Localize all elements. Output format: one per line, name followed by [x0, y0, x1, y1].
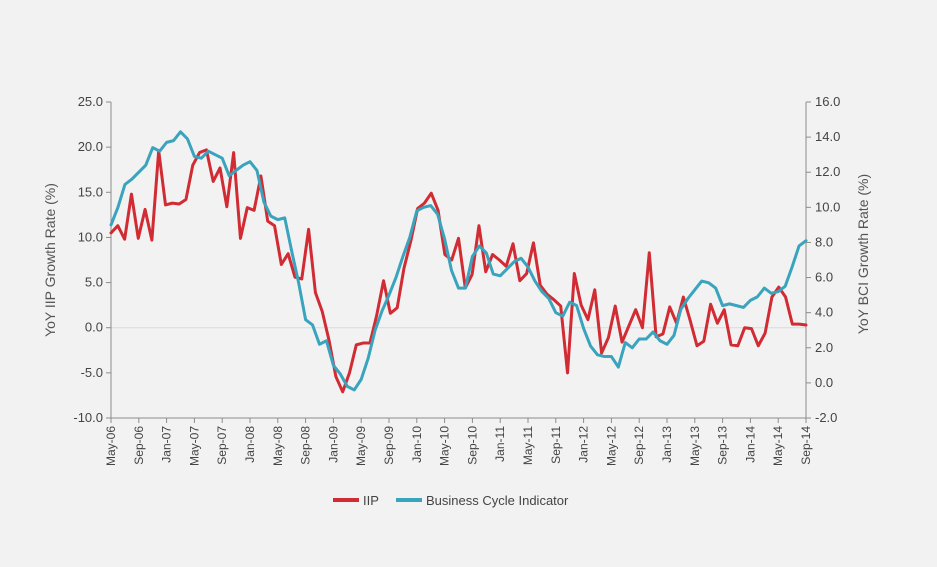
left-tick-label: 20.0 [78, 139, 103, 154]
legend-item-iip: IIP [333, 493, 379, 508]
x-tick-label: May-09 [354, 426, 368, 466]
right-tick-label: 12.0 [815, 164, 840, 179]
right-tick-label: -2.0 [815, 410, 837, 425]
right-tick-label: 4.0 [815, 305, 833, 320]
series-layer [109, 130, 808, 394]
left-tick-label: 10.0 [78, 229, 103, 244]
x-tick-label: Sep-10 [465, 426, 479, 465]
x-tick-label: May-13 [688, 426, 702, 466]
right-tick-label: 14.0 [815, 129, 840, 144]
legend: IIP Business Cycle Indicator [333, 493, 569, 508]
x-tick-label: May-10 [438, 426, 452, 466]
x-tick-label: Sep-06 [132, 426, 146, 465]
left-tick-label: -10.0 [73, 410, 103, 425]
legend-label: Business Cycle Indicator [426, 493, 569, 508]
axes-layer [110, 102, 807, 419]
right-tick-label: 2.0 [815, 340, 833, 355]
x-tick-label: Sep-13 [716, 426, 730, 465]
x-tick-label: Jan-07 [160, 426, 174, 463]
left-tick-label: 15.0 [78, 184, 103, 199]
x-tick-label: Jan-14 [743, 426, 757, 463]
x-tick-label: Jan-11 [493, 426, 507, 462]
x-tick-label: May-07 [187, 426, 201, 466]
right-tick-label: 0.0 [815, 375, 833, 390]
right-tick-label: 8.0 [815, 234, 833, 249]
legend-label: IIP [363, 493, 379, 508]
left-tick-label: 25.0 [78, 94, 103, 109]
x-tick-label: Jan-12 [577, 426, 591, 463]
left-axis-title: YoY IIP Growth Rate (%) [42, 183, 58, 337]
x-tick-label: Sep-12 [632, 426, 646, 465]
x-tick-label: Jan-10 [410, 426, 424, 463]
ticks-layer: -10.0 -5.0 0.0 5.0 10.0 15.0 20.0 25.0 -2.0 0.0 2.… [73, 94, 840, 466]
x-tick-label: Sep-14 [799, 426, 813, 465]
x-tick-label: Sep-11 [549, 426, 563, 464]
right-tick-label: 6.0 [815, 270, 833, 285]
right-axis-title: YoY BCI Growth Rate (%) [855, 174, 871, 334]
x-tick-label: Sep-08 [299, 426, 313, 465]
x-tick-label: May-14 [771, 426, 785, 466]
series-line-iip [109, 148, 808, 394]
x-tick-label: May-06 [104, 426, 118, 466]
x-tick-label: May-11 [521, 426, 535, 465]
x-tick-label: Jan-08 [243, 426, 257, 463]
series-line-bci [109, 130, 808, 392]
x-tick-label: May-08 [271, 426, 285, 466]
x-tick-label: Sep-09 [382, 426, 396, 465]
left-tick-label: -5.0 [81, 365, 103, 380]
x-tick-label: Jan-13 [660, 426, 674, 463]
right-tick-label: 16.0 [815, 94, 840, 109]
legend-item-bci: Business Cycle Indicator [396, 493, 569, 508]
left-tick-label: 0.0 [85, 320, 103, 335]
x-tick-label: Sep-07 [215, 426, 229, 465]
left-tick-label: 5.0 [85, 275, 103, 290]
right-tick-label: 10.0 [815, 199, 840, 214]
x-tick-label: May-12 [604, 426, 618, 466]
x-tick-label: Jan-09 [326, 426, 340, 463]
